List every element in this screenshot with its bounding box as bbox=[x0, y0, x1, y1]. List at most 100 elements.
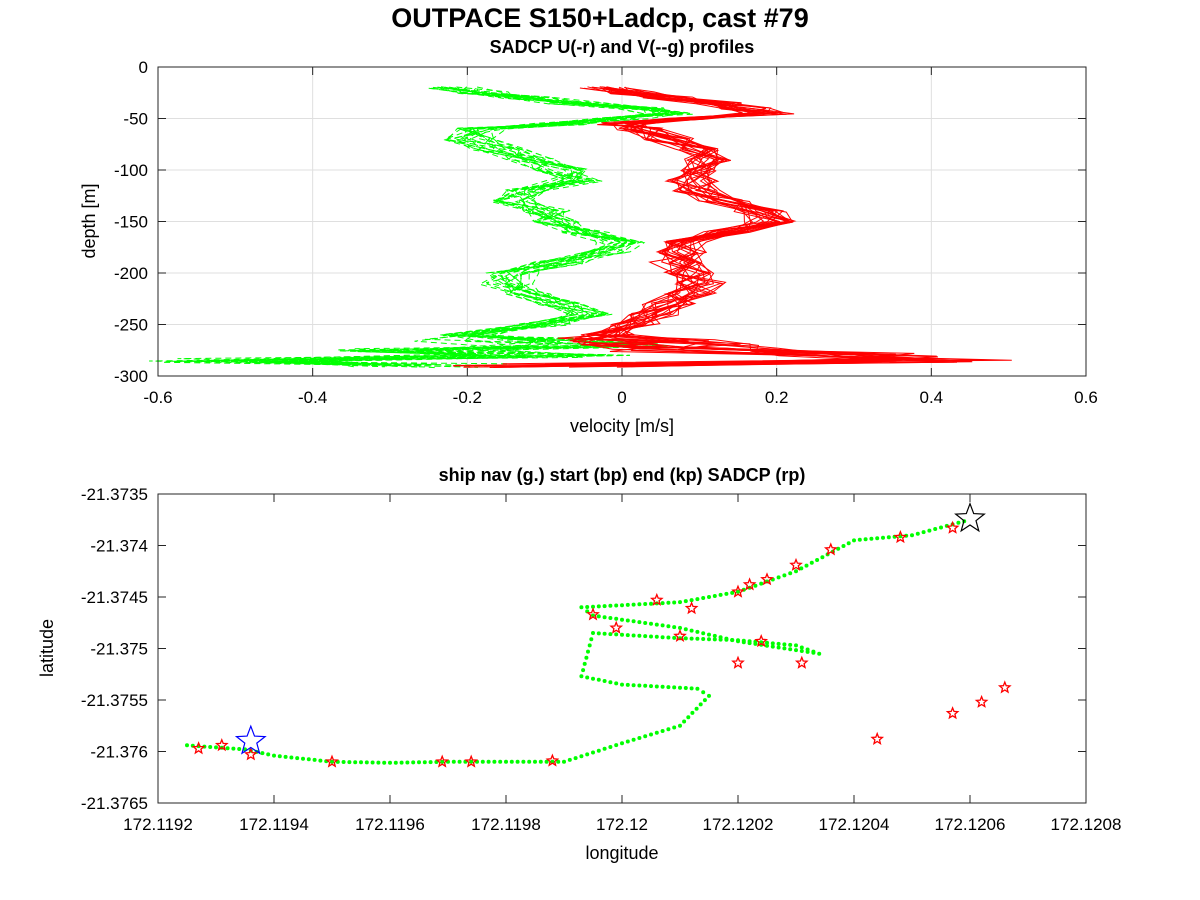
ship-nav-point bbox=[690, 710, 695, 715]
profile-line-v bbox=[162, 87, 678, 368]
ship-nav-point bbox=[550, 759, 555, 764]
ship-nav-point bbox=[682, 719, 687, 724]
ship-track-x-axis-label: longitude bbox=[585, 843, 658, 863]
ship-nav-point bbox=[672, 600, 677, 605]
ship-nav-point bbox=[266, 752, 271, 757]
ship-nav-point bbox=[579, 754, 584, 759]
ship-nav-point bbox=[910, 533, 914, 538]
ship-nav-point bbox=[915, 531, 920, 536]
ship-nav-point bbox=[620, 617, 624, 622]
ship-track-series bbox=[185, 501, 1012, 768]
ship-track-x-tick-label: 172.1208 bbox=[1051, 815, 1122, 834]
ship-nav-point bbox=[788, 571, 793, 576]
ship-nav-point bbox=[701, 637, 706, 641]
ship-nav-point bbox=[765, 640, 769, 645]
ship-nav-point bbox=[498, 759, 503, 764]
ship-nav-point bbox=[686, 715, 691, 720]
ship-nav-point bbox=[637, 683, 642, 688]
ship-nav-point bbox=[527, 759, 532, 764]
ship-nav-point bbox=[707, 595, 711, 599]
ship-nav-point bbox=[587, 643, 592, 648]
ship-nav-point bbox=[602, 631, 607, 636]
ship-nav-point bbox=[666, 624, 671, 629]
ship-nav-point bbox=[741, 640, 746, 645]
sadcp-star-marker bbox=[731, 584, 745, 598]
ship-nav-point bbox=[602, 615, 607, 620]
ship-nav-point bbox=[486, 759, 491, 764]
ship-nav-point bbox=[956, 520, 961, 525]
profile-line-v bbox=[231, 87, 672, 366]
ship-nav-point bbox=[277, 754, 282, 759]
ship-nav-point bbox=[637, 633, 642, 638]
sadcp-star-marker bbox=[464, 754, 479, 768]
profile-x-tick-label: -0.6 bbox=[143, 388, 172, 407]
profile-x-tick-label: 0 bbox=[617, 388, 626, 407]
sadcp-star-marker bbox=[684, 601, 699, 615]
ship-nav-point bbox=[799, 566, 804, 571]
ship-nav-point bbox=[585, 675, 590, 680]
ship-nav-point bbox=[417, 760, 421, 765]
ship-nav-point bbox=[608, 680, 613, 685]
ship-nav-point bbox=[701, 631, 706, 636]
ship-nav-point bbox=[208, 745, 213, 749]
ship-nav-point bbox=[544, 759, 549, 764]
ship-nav-point bbox=[591, 676, 595, 681]
ship-nav-point bbox=[596, 748, 601, 753]
ship-nav-point bbox=[643, 602, 648, 606]
profile-y-tick-label: -250 bbox=[114, 316, 148, 335]
ship-nav-point bbox=[330, 759, 334, 764]
ship-nav-point bbox=[794, 643, 798, 648]
ship-nav-point bbox=[637, 602, 642, 607]
profile-x-tick-label: 0.4 bbox=[920, 388, 944, 407]
ship-nav-point bbox=[573, 756, 578, 761]
ship-nav-point bbox=[581, 668, 586, 673]
ship-nav-point bbox=[620, 741, 624, 746]
ship-nav-point bbox=[718, 635, 723, 640]
ship-nav-point bbox=[765, 643, 769, 648]
ship-nav-point bbox=[295, 756, 300, 761]
ship-nav-point bbox=[562, 759, 566, 764]
ship-nav-point bbox=[701, 690, 706, 695]
ship-nav-point bbox=[788, 647, 793, 652]
ship-nav-point bbox=[666, 600, 671, 605]
ship-nav-point bbox=[596, 604, 601, 609]
ship-nav-point bbox=[820, 555, 825, 560]
ship-nav-point bbox=[382, 760, 387, 765]
ship-nav-point bbox=[631, 633, 636, 638]
ship-nav-point bbox=[863, 537, 868, 542]
profile-line-v bbox=[296, 86, 675, 365]
sadcp-star-marker bbox=[945, 520, 960, 534]
ship-nav-point bbox=[492, 759, 497, 764]
sadcp-star-marker bbox=[243, 747, 258, 761]
profile-line-v bbox=[178, 87, 664, 365]
ship-nav-point bbox=[799, 649, 804, 653]
ship-nav-point bbox=[370, 760, 375, 765]
ship-nav-point bbox=[614, 632, 619, 637]
ship-nav-point bbox=[620, 603, 624, 608]
ship-nav-point bbox=[596, 631, 601, 636]
ship-nav-point bbox=[283, 754, 288, 759]
ship-nav-point bbox=[799, 645, 804, 650]
ship-nav-point bbox=[591, 604, 595, 609]
ship-nav-point bbox=[672, 625, 677, 630]
profile-x-tick-label: -0.2 bbox=[453, 388, 482, 407]
ship-nav-point bbox=[399, 760, 404, 765]
ship-track-chart-title: ship nav (g.) start (bp) end (kp) SADCP … bbox=[439, 465, 806, 485]
ship-nav-point bbox=[306, 757, 311, 762]
ship-nav-point bbox=[591, 613, 595, 618]
ship-nav-point bbox=[596, 614, 601, 619]
profile-line-u bbox=[549, 86, 1012, 365]
ship-nav-point bbox=[582, 661, 587, 666]
ship-nav-point bbox=[707, 632, 711, 637]
ship-nav-point bbox=[712, 633, 717, 638]
profile-x-tick-label: 0.6 bbox=[1074, 388, 1098, 407]
ship-nav-point bbox=[260, 751, 265, 756]
ship-nav-point bbox=[695, 597, 700, 602]
ship-nav-point bbox=[654, 684, 659, 689]
profile-line-v bbox=[258, 87, 666, 368]
ship-nav-point bbox=[712, 637, 717, 642]
ship-nav-point bbox=[631, 683, 636, 688]
figure-title: OUTPACE S150+Ladcp, cast #79 bbox=[391, 3, 808, 33]
ship-nav-point bbox=[694, 706, 699, 711]
